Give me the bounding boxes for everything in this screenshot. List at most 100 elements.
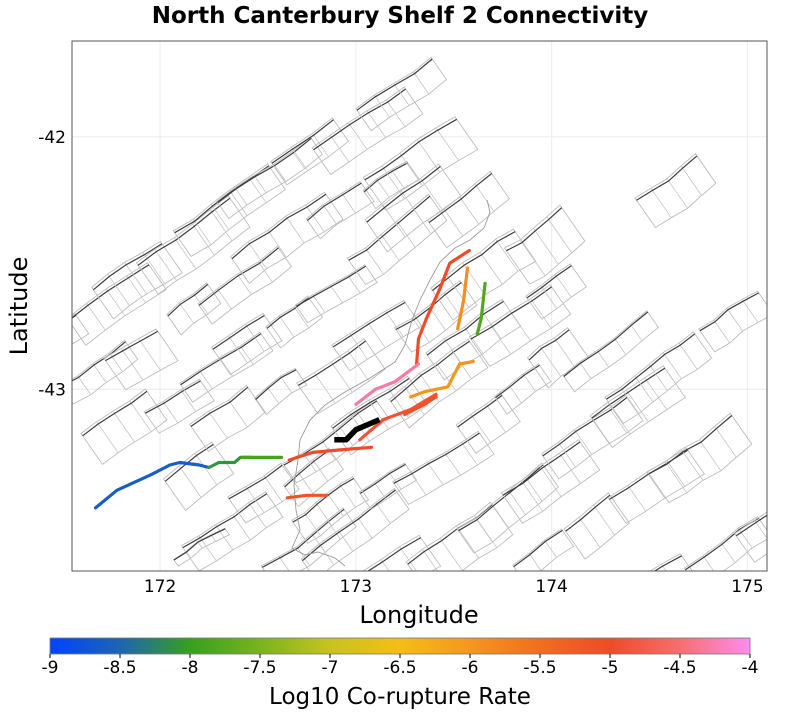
fault-trace: [292, 477, 354, 523]
fault-trace: [255, 369, 297, 400]
fault-trace: [82, 390, 148, 437]
fault-patch-divider: [107, 273, 130, 306]
fault-patch-divider: [374, 482, 387, 500]
fault-patch-divider: [664, 461, 688, 494]
fault-patch-divider: [217, 288, 232, 310]
fault-patch-divider: [475, 517, 493, 543]
fault-patch-divider: [399, 152, 423, 187]
fault-patch-divider: [86, 303, 106, 331]
fault-trace: [367, 537, 422, 571]
fault-patch-divider: [210, 203, 230, 230]
fault-patch-outline: [512, 528, 575, 571]
fault-patch-outline: [362, 160, 421, 210]
fault-patch-outline: [494, 363, 552, 415]
fault-patch-divider: [404, 386, 425, 416]
fault-patch-divider: [337, 530, 354, 552]
fault-patch-outline: [734, 511, 767, 563]
fault-trace: [212, 314, 265, 350]
fault-patch-divider: [630, 323, 643, 342]
fault-trace: [284, 449, 330, 488]
fault-patch-divider: [105, 288, 126, 317]
fault-patch-divider: [357, 517, 373, 539]
fault-trace: [182, 493, 268, 549]
plot-area: [72, 41, 767, 571]
fault-patch-divider: [614, 337, 627, 356]
fault-trace: [359, 463, 406, 494]
fault-patch-divider: [741, 299, 759, 323]
fault-patch-divider: [382, 204, 406, 238]
connected-faults: [93, 248, 487, 510]
fault-patch-outline: [210, 312, 283, 376]
fault-patch-divider: [620, 387, 640, 414]
fault-patch-divider: [120, 348, 144, 381]
fault-patch-divider: [124, 262, 147, 295]
fault-trace: [332, 301, 406, 348]
fault-patch-divider: [544, 539, 557, 558]
fault-trace: [145, 380, 201, 414]
fault-patch-divider: [349, 333, 368, 360]
fault-patch-divider: [178, 465, 202, 498]
fault-trace: [470, 286, 552, 340]
fault-patch-divider: [393, 83, 410, 106]
fault-patch-divider: [329, 134, 350, 163]
colorbar-tick-label: -4: [742, 658, 759, 678]
x-axis-label: Longitude: [359, 601, 478, 629]
fault-patch-divider: [409, 471, 427, 496]
fault-patch-outline: [254, 367, 308, 416]
y-axis-ticks: -42 -43: [38, 128, 66, 400]
fault-patch-outline: [455, 392, 521, 454]
fault-trace: [563, 311, 649, 377]
fault-trace: [72, 264, 150, 319]
fault-patch-divider: [313, 372, 336, 404]
colorbar-tick-label: -7: [322, 658, 339, 678]
chart-title: North Canterbury Shelf 2 Connectivity: [152, 3, 649, 29]
fault-trace: [307, 182, 362, 221]
target-fault-trace: [334, 417, 381, 443]
fault-patch-outline: [358, 462, 418, 510]
fault-patch-divider: [390, 169, 405, 189]
fault-patch-divider: [607, 402, 631, 435]
colorbar-tick-label: -5: [602, 658, 619, 678]
fault-patch-divider: [385, 310, 404, 337]
fault-trace: [506, 207, 563, 252]
fault-trace: [217, 137, 312, 204]
fault-trace: [180, 333, 262, 386]
fault-patch-divider: [521, 480, 544, 512]
fault-trace: [735, 514, 767, 537]
fault-patch-divider: [312, 294, 326, 313]
colorbar-tick-label: -8.5: [103, 658, 136, 678]
fault-trace: [495, 364, 540, 399]
fault-patch-outline: [525, 263, 587, 320]
fault-patch-divider: [228, 399, 248, 428]
fault-patch-outline: [270, 117, 350, 186]
fault-patch-divider: [774, 507, 794, 536]
fault-trace: [458, 464, 544, 532]
fault-patch-divider: [644, 377, 668, 410]
fault-patch-divider: [528, 553, 542, 571]
fault-trace: [648, 415, 733, 475]
fault-patch-outline: [103, 328, 179, 391]
fault-patch-divider: [489, 324, 512, 355]
fault-patch-divider: [329, 284, 343, 304]
fault-patch-divider: [443, 292, 462, 318]
fault-patch-divider: [532, 227, 559, 265]
fault-patch-divider: [185, 551, 192, 559]
fault-trace: [302, 489, 396, 562]
fault-patch-divider: [381, 165, 405, 199]
fault-patch-outline: [72, 313, 90, 345]
colorbar-tick-label: -4.5: [663, 658, 696, 678]
connected-fault-trace: [354, 362, 421, 406]
connected-fault-trace: [403, 395, 438, 417]
fault-trace: [363, 162, 408, 193]
fault-patch-divider: [285, 215, 305, 244]
fault-patch-divider: [485, 403, 506, 433]
fault-patch-divider: [574, 429, 593, 455]
fault-patch-divider: [209, 209, 233, 242]
connected-fault-trace: [456, 266, 470, 331]
fault-patch-divider: [193, 218, 212, 245]
fault-patch-divider: [530, 298, 552, 329]
fault-trace: [457, 394, 503, 428]
fault-patch-divider: [539, 465, 562, 497]
fault-patch-divider: [662, 352, 682, 379]
